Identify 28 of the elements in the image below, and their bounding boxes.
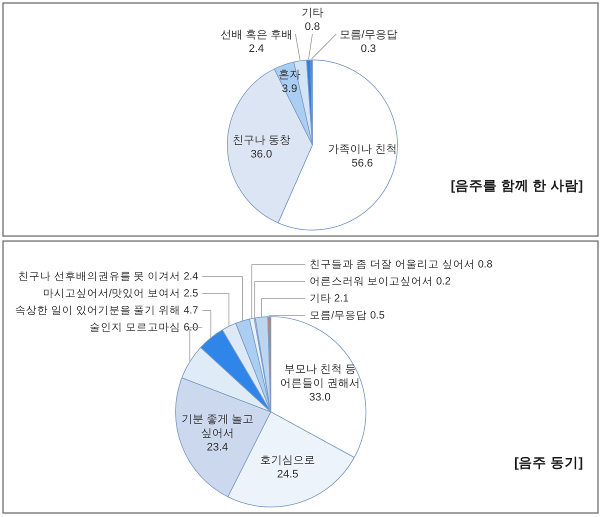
slice-label: 호기심으로 [260,454,316,466]
slice-label: 선배 혹은 후배 [220,28,292,41]
slice-label: 술인지 모르고마심 6.0 [90,321,198,334]
slice-label: 친구나 동창 [232,134,290,146]
data-label: 3.9 [282,82,298,95]
text: [음주 동기] [514,455,583,470]
data-label: 36.0 [250,148,272,160]
slice-label: 혼자 [278,68,301,81]
data-label: 33.0 [309,392,331,404]
data-label: 24.5 [276,468,298,480]
slice-label: 친구나 선후배의권유를 못 이겨서 2.4 [18,270,198,282]
data-label: 2.4 [248,42,264,55]
slice-label: 모름/무응답 [339,28,398,41]
slice-label: 부모나 친척 등 어른들이 권해서 [280,364,360,390]
slice-label: 어른스러워 보이고싶어서 0.2 [309,275,451,288]
data-label: 56.6 [352,157,374,170]
slice-label: 기타 2.1 [309,292,349,304]
data-label: 0.3 [360,42,376,55]
slice-label: 기타 [301,6,324,19]
data-label: 0.8 [304,20,320,33]
text: [음주를 함께 한 사람] [450,178,583,194]
slice-label: 가족이나 친척 [328,143,397,156]
slice-label: 친구들과 좀 더잘 어울리고 싶어서 0.8 [309,258,493,270]
slice-label: 속상한 일이 있어기분을 풀기 위해 4.7 [14,304,198,316]
data-label: 23.4 [206,441,228,454]
slice-label: 기분 좋게 놀고 싶어서 [181,413,254,440]
slice-label: 마시고싶어서/맛있어 보여서 2.5 [42,287,198,300]
slice-label: 모름/무응답 0.5 [309,309,385,322]
